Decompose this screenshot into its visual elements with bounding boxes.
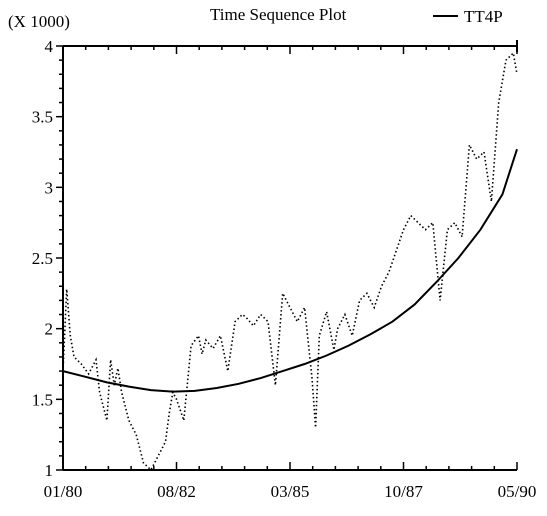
series-line-tt4p bbox=[62, 148, 518, 393]
multiplier-label: (X 1000) bbox=[8, 12, 70, 31]
x-axis: 01/80 08/82 03/85 10/87 05/90 bbox=[44, 46, 537, 501]
chart-title: Time Sequence Plot bbox=[210, 5, 347, 24]
y-tick-label: 3 bbox=[45, 178, 54, 197]
y-tick-label: 1 bbox=[45, 461, 54, 480]
chart-header: (X 1000) Time Sequence Plot TT4P bbox=[8, 5, 503, 31]
series-layer bbox=[62, 51, 518, 472]
x-tick-label: 01/80 bbox=[44, 482, 83, 501]
y-tick-label: 3.5 bbox=[32, 108, 53, 127]
legend-label-tt4p: TT4P bbox=[464, 7, 503, 26]
x-tick-label: 08/82 bbox=[157, 482, 196, 501]
plot-frame bbox=[62, 40, 518, 471]
series-line-observed bbox=[62, 51, 518, 472]
y-tick-label: 1.5 bbox=[32, 390, 53, 409]
x-tick-label: 05/90 bbox=[498, 482, 537, 501]
y-tick-label: 4 bbox=[45, 37, 54, 56]
y-tick-label: 2 bbox=[45, 320, 54, 339]
x-tick-label: 03/85 bbox=[271, 482, 310, 501]
y-tick-label: 2.5 bbox=[32, 249, 53, 268]
x-tick-label: 10/87 bbox=[384, 482, 423, 501]
y-axis: 1 1.5 2 2.5 3 3.5 4 bbox=[32, 37, 63, 480]
